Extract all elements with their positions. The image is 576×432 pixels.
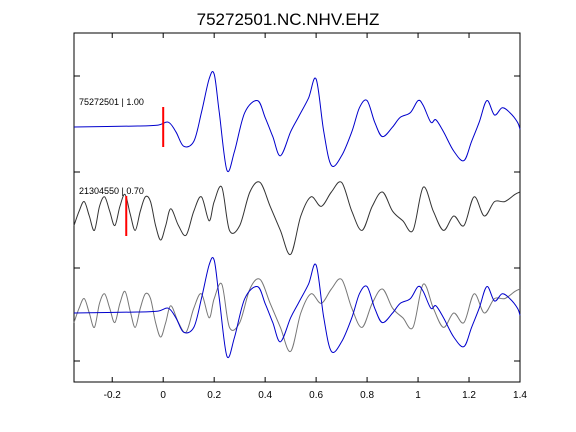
trace-1: 75272501 | 1.00 [73,71,521,173]
overlay-line-primary [73,257,521,359]
trace-1-line [73,71,521,173]
x-tick-label: 0 [160,390,166,401]
chart-title: 75272501.NC.NHV.EHZ [197,10,380,29]
x-tick-label: 1.4 [513,390,527,401]
x-tick-label: -0.2 [104,390,122,401]
x-tick-label: 0.8 [360,390,374,401]
trace-2: 21304550 | 0.70 [73,181,521,255]
x-axis: -0.2 0 0.2 0.4 0.6 0.8 1 1.2 1.4 [104,33,527,401]
x-tick-label: 0.4 [258,390,272,401]
trace-label: 75272501 | 1.00 [79,97,144,107]
x-tick-label: 0.2 [207,390,221,401]
y-tick-marks [74,75,520,362]
x-tick-label: 1 [415,390,421,401]
plot-frame [73,32,521,383]
x-tick-label: 1.2 [462,390,476,401]
trace-2-line [73,181,521,255]
x-tick-label: 0.6 [309,390,323,401]
overlay-line-secondary [73,278,521,352]
trace-label: 21304550 | 0.70 [79,186,144,196]
overlay-traces [73,257,521,359]
trace-layer: 75272501 | 1.00 21304550 | 0.70 [73,71,521,359]
